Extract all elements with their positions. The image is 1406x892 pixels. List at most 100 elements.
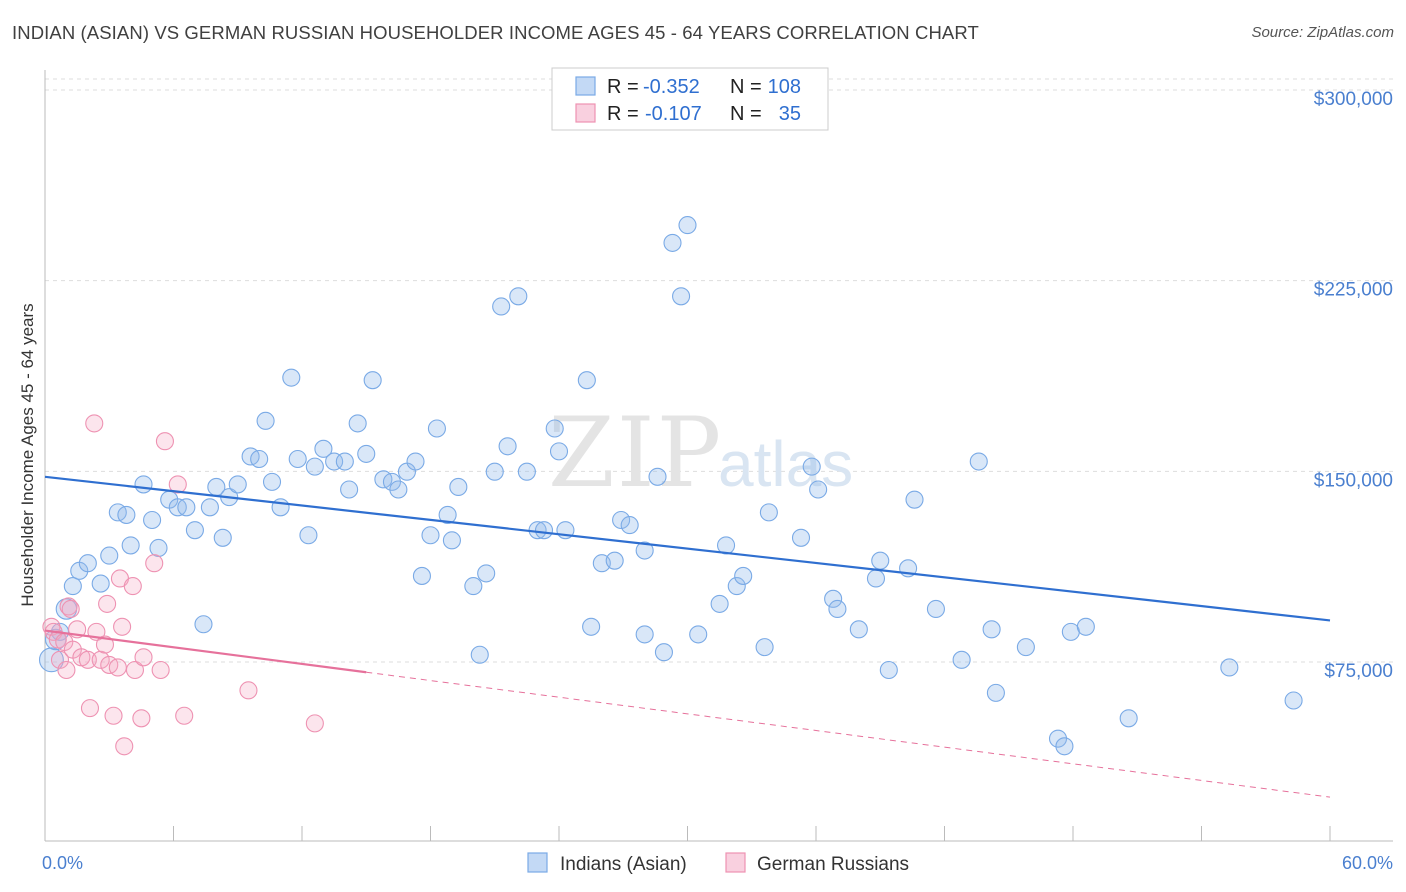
series-legend: Indians (Asian) German Russians: [527, 852, 909, 875]
german-russian-point: [57, 660, 76, 680]
indian-asian-point: [314, 439, 333, 458]
indian-asian-point: [577, 371, 596, 390]
y-tick-label: $150,000: [1314, 470, 1393, 491]
indian-asian-point: [427, 419, 446, 438]
indian-asian-point: [549, 442, 569, 461]
indian-asian-point: [143, 510, 162, 530]
german-russian-point: [134, 648, 153, 667]
indian-asian-point: [262, 472, 282, 491]
indian-asian-point: [325, 452, 344, 471]
y-tick-label: $225,000: [1314, 280, 1393, 301]
indian-asian-point: [442, 531, 461, 550]
indian-asian-point: [357, 444, 376, 463]
trend-layer: [44, 475, 1331, 798]
indian-asian-trend-line: [44, 475, 1331, 622]
indian-asian-point: [477, 564, 496, 583]
german-russian-point: [168, 475, 187, 494]
german-russian-point: [132, 709, 151, 728]
indian-asian-point: [389, 480, 408, 499]
bottom-legend-label: German Russians: [757, 854, 909, 875]
indian-asian-point: [256, 411, 275, 430]
indian-asian-point: [905, 490, 924, 509]
german-russian-point: [305, 714, 324, 733]
indian-asian-point: [534, 521, 554, 540]
indian-asian-point: [421, 526, 440, 545]
indian-asian-point: [620, 516, 639, 535]
indian-asian-point: [926, 599, 945, 619]
indian-asian-point: [824, 589, 843, 608]
indian-asian-point: [117, 505, 136, 524]
indian-asian-point: [648, 467, 667, 486]
indian-asian-point: [348, 414, 367, 433]
indian-asian-point: [305, 457, 324, 476]
indian-asian-point: [213, 528, 232, 547]
indian-asian-point: [1016, 638, 1035, 657]
legend-swatch-blue: [575, 76, 596, 96]
y-tick-label: $300,000: [1314, 89, 1393, 110]
indian-asian-point: [449, 477, 468, 497]
german-russian-point: [104, 706, 123, 725]
indian-asian-point: [464, 577, 483, 596]
indian-asian-point: [871, 551, 890, 570]
indian-asian-point: [545, 419, 564, 438]
german-russian-point: [151, 660, 170, 680]
indian-asian-point: [78, 554, 97, 573]
legend-n-value: 108: [768, 76, 801, 98]
indian-asian-point: [678, 216, 697, 235]
indian-asian-point: [663, 233, 682, 252]
indian-asian-point: [734, 566, 753, 585]
german-russian-point: [108, 658, 127, 677]
indian-asian-point: [121, 536, 140, 555]
indian-asian-point: [63, 577, 82, 596]
german-russian-point: [175, 706, 194, 725]
bottom-legend-swatch-pink: [725, 852, 746, 873]
indian-asian-point: [1220, 658, 1239, 677]
german-russian-point: [50, 650, 70, 669]
bottom-legend-label: Indians (Asian): [560, 854, 687, 875]
source-credit: Source: ZipAtlas.com: [1251, 24, 1394, 41]
indian-asian-point: [271, 498, 290, 517]
bottom-legend-swatch-blue: [527, 852, 548, 873]
indian-asian-point: [1076, 617, 1095, 636]
watermark-atlas: atlas: [718, 428, 853, 500]
indian-asian-point: [134, 475, 153, 494]
indian-asian-point: [1061, 622, 1080, 641]
indian-asian-point: [1055, 737, 1074, 756]
indian-asian-point: [406, 452, 425, 471]
indian-asian-point: [100, 546, 119, 565]
legend-n-value: 35: [779, 103, 801, 125]
indian-asian-point: [492, 297, 511, 316]
indian-asian-point: [710, 594, 729, 613]
indian-asian-point: [299, 526, 318, 545]
indian-asian-point: [605, 551, 624, 570]
indian-asian-point: [517, 462, 536, 481]
german-russian-point: [123, 577, 142, 596]
indian-asian-point: [470, 645, 489, 664]
indian-asian-point: [582, 617, 601, 636]
indian-asian-point: [288, 449, 307, 469]
axis-layer: $75,000 $150,000 $225,000 $300,000 0.0% 60.0%: [42, 70, 1393, 873]
indian-asian-point: [755, 638, 774, 657]
indian-asian-point: [1284, 691, 1303, 710]
indian-asian-point: [689, 625, 708, 644]
indian-asian-point: [969, 452, 988, 471]
indian-asian-point: [509, 287, 528, 306]
indian-asian-point: [654, 643, 673, 662]
indian-asian-point: [802, 457, 821, 476]
german-russian-point: [80, 699, 100, 718]
indian-asian-point: [635, 541, 654, 560]
indian-asian-point: [759, 503, 778, 522]
indian-asian-point: [438, 505, 457, 524]
indian-asian-point: [91, 574, 110, 593]
german-russian-point: [98, 594, 117, 613]
indian-asian-point: [498, 437, 517, 456]
legend-r-value: -0.107: [645, 103, 702, 125]
indian-asian-point: [952, 650, 971, 669]
indian-asian-point: [809, 480, 828, 499]
grid-layer: [45, 78, 1393, 663]
indian-asian-point: [282, 368, 301, 387]
indian-asian-point: [879, 660, 898, 680]
watermark: ZIP atlas: [548, 397, 853, 509]
german-russian-trend-extension: [366, 671, 1331, 798]
